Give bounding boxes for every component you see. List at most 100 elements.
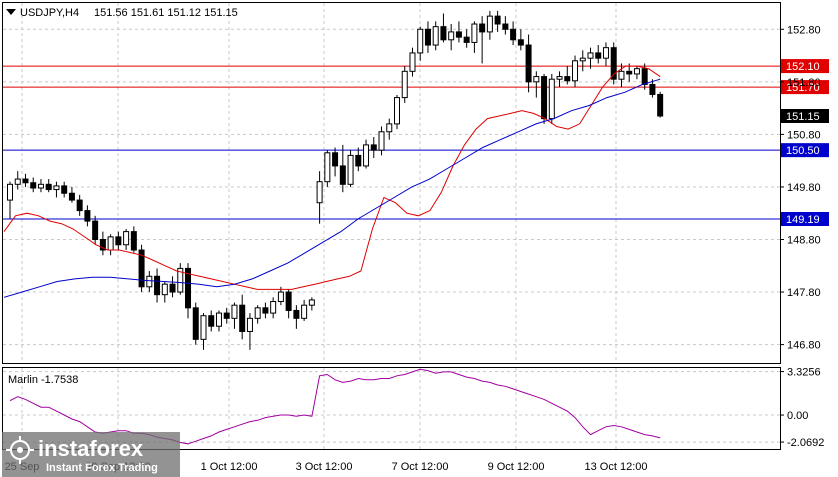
candle-body-bear [370, 144, 377, 151]
candle-body-bull [471, 23, 478, 43]
level-label: 149.19 [786, 214, 820, 226]
candle-body-bull [123, 231, 130, 246]
candle-body-bull [107, 236, 114, 251]
y-tick-label: 148.80 [787, 234, 821, 246]
candle-body-bull [53, 185, 60, 191]
y-tick-label: 147.80 [787, 287, 821, 299]
candle-body-bull [533, 76, 540, 83]
current-price-tag: 151.15 [786, 111, 820, 123]
marlin-line [9, 368, 661, 445]
candle-body-bear [138, 249, 145, 288]
level-label-bg [781, 80, 829, 95]
candle-body-bear [479, 23, 486, 33]
y-tick-label: 152.80 [787, 24, 821, 36]
candle-body-bear [502, 23, 509, 30]
candle-body-bear [455, 31, 462, 38]
candle-body-bull [246, 317, 253, 332]
candle-body-bear [208, 315, 215, 327]
marlin-tick-label: -2.0692 [787, 437, 824, 449]
candle-body-bear [130, 231, 137, 251]
candle-body-bull [324, 152, 331, 183]
main-pane-frame [2, 2, 781, 364]
level-label-bg [781, 143, 829, 158]
watermark: instaforex Instant Forex Trading [2, 432, 180, 477]
candle-body-bull [633, 68, 640, 75]
candle-body-bull [177, 267, 184, 293]
level-label: 151.70 [786, 82, 820, 94]
candle-body-bear [541, 76, 548, 120]
y-tick-label: 146.80 [787, 340, 821, 352]
candle-body-bull [572, 60, 579, 82]
candle-body-bear [99, 238, 106, 251]
candle-body-bull [270, 301, 277, 314]
candle-body-bear [68, 192, 75, 201]
y-tick-label: 149.80 [787, 182, 821, 194]
x-tick-label: 1 Oct 12:00 [201, 461, 258, 473]
candle-body-bull [556, 76, 563, 80]
watermark-plate [2, 432, 180, 477]
candle-body-bull [347, 154, 354, 185]
candle-body-bull [161, 283, 168, 296]
candle-body-bull [394, 97, 400, 125]
header-symbol: USDJPY,H4 [20, 7, 79, 19]
candle-body-bear [84, 210, 91, 222]
candle-body-bear [463, 36, 470, 43]
candles [7, 10, 664, 350]
candle-body-bear [626, 70, 633, 75]
candle-body-bear [185, 267, 192, 309]
marlin-indicator: 3.3256 0.00 -2.0692 [3, 367, 824, 449]
candle-body-bear [285, 291, 292, 311]
candle-body-bear [595, 52, 602, 59]
level-label: 152.10 [786, 61, 820, 73]
candle-body-bear [332, 152, 339, 167]
candle-body-bull [14, 178, 21, 185]
candle-body-bear [649, 83, 656, 95]
candle-body-bear [494, 15, 501, 25]
candle-body-bull [200, 315, 207, 340]
dropdown-triangle-icon[interactable] [6, 9, 16, 15]
candle-body-bear [564, 76, 571, 82]
candle-body-bear [239, 304, 246, 332]
y-tick-label: 150.80 [787, 129, 821, 141]
candle-body-bear [293, 309, 300, 319]
marlin-tick-label: 0.00 [787, 410, 808, 422]
candle-body-bear [92, 220, 99, 240]
candle-body-bear [525, 44, 532, 83]
y-tick-label: 151.80 [787, 77, 821, 89]
candle-body-bear [223, 312, 230, 319]
candle-body-bull [215, 312, 222, 327]
candle-body-bear [424, 28, 431, 46]
candle-body-bear [30, 182, 37, 189]
candle-body-bear [22, 178, 29, 184]
watermark-brand: instaforex [38, 436, 144, 461]
candle-body-bull [254, 307, 261, 319]
level-label-bg [781, 59, 829, 74]
candle-body-bull [378, 131, 385, 151]
x-tick-label: 13 Oct 12:00 [585, 461, 648, 473]
ma-slow-line [3, 78, 661, 298]
candle-body-bull [277, 291, 284, 303]
candle-body-bear [45, 183, 52, 191]
header-ohlc: 151.56 151.61 151.12 151.15 [94, 7, 238, 19]
current-price-tag-bg [781, 108, 829, 123]
candle-body-bear [262, 307, 269, 314]
candle-body-bull [618, 70, 625, 80]
level-label: 150.50 [786, 145, 820, 157]
candle-body-bull [417, 28, 424, 54]
candle-body-bull [448, 31, 455, 41]
candle-body-bull [7, 183, 13, 201]
candle-body-bear [154, 275, 161, 296]
x-tick-label: 7 Oct 12:00 [392, 461, 449, 473]
candle-body-bear [61, 185, 68, 194]
candle-body-bear [339, 165, 346, 185]
indicator-pane-frame [2, 367, 781, 450]
x-tick-label: 3 Oct 12:00 [296, 461, 353, 473]
candle-body-bull [432, 26, 439, 46]
level-label-bg [781, 212, 829, 226]
moving-averages [3, 65, 661, 298]
candle-body-bear [517, 39, 524, 46]
candle-body-bear [76, 199, 83, 212]
candle-body-bull [587, 52, 594, 59]
